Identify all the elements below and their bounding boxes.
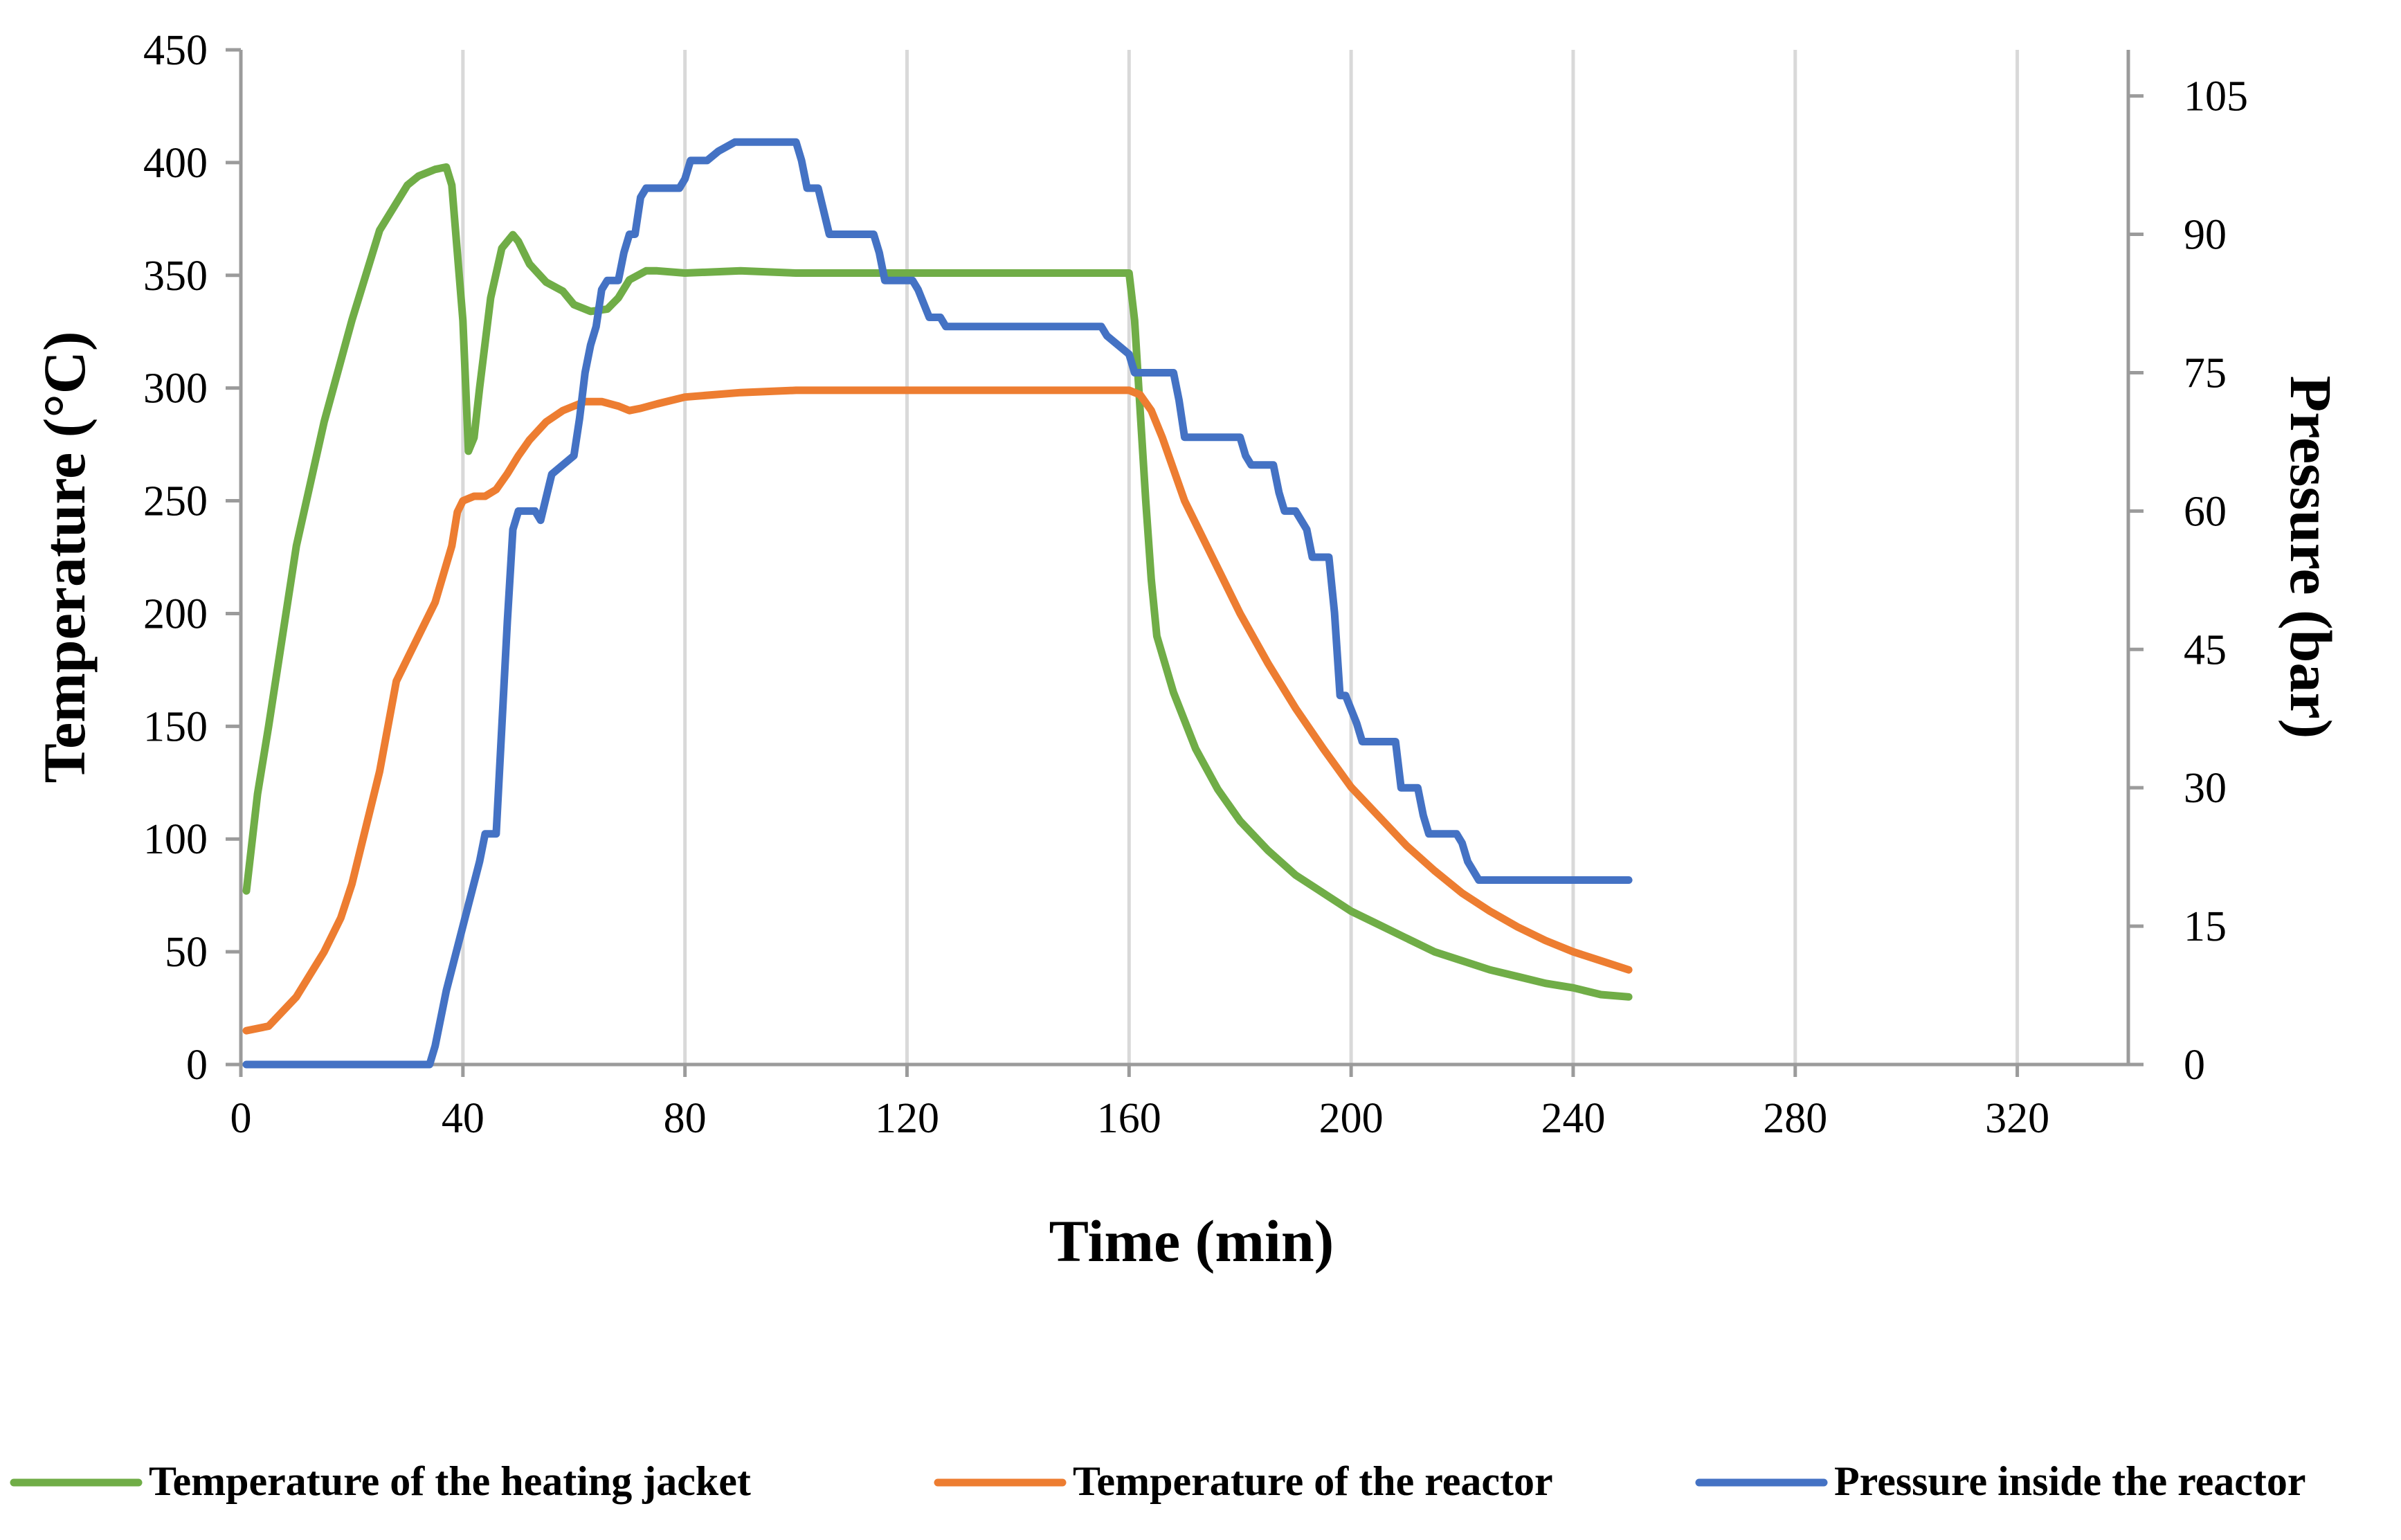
y2-tick-label: 15 — [2184, 903, 2227, 950]
y2-tick-label: 75 — [2184, 350, 2227, 397]
x-tick-label: 0 — [230, 1095, 252, 1142]
y2-tick-label: 30 — [2184, 765, 2227, 812]
y-tick-label: 0 — [186, 1042, 208, 1089]
y-tick-label: 300 — [143, 365, 208, 413]
y2-tick-label: 105 — [2184, 73, 2248, 120]
x-tick-label: 120 — [875, 1095, 939, 1142]
y-tick-label: 400 — [143, 140, 208, 187]
tick-labels: 0 40 80 120 160 200 240 280 32005010015020025030… — [143, 27, 2248, 1142]
x-tick-label: 80 — [664, 1095, 707, 1142]
y-tick-label: 250 — [143, 478, 208, 525]
legend-label-2: Temperature of the reactor — [1073, 1458, 1553, 1504]
y-tick-label: 350 — [143, 253, 208, 300]
y2-tick-label: 0 — [2184, 1042, 2205, 1089]
y2-tick-label: 45 — [2184, 626, 2227, 673]
series-line-1 — [242, 163, 1633, 1001]
y-tick-label: 450 — [143, 27, 208, 74]
y2-axis-title: Pressure (bar) — [2278, 376, 2344, 739]
x-tick-label: 160 — [1097, 1095, 1161, 1142]
legend-label-1: Temperature of the heating jacket — [149, 1458, 751, 1504]
tick-marks — [226, 48, 2144, 1077]
x-axis-title: Time (min) — [1049, 1208, 1334, 1274]
y-tick-label: 200 — [143, 590, 208, 637]
axes — [239, 50, 2130, 1067]
series-line-3 — [242, 138, 1633, 1069]
series-line-2 — [242, 386, 1633, 1035]
y-tick-label: 100 — [143, 816, 208, 863]
x-tick-label: 280 — [1763, 1095, 1827, 1142]
legend-label-3: Pressure inside the reactor — [1834, 1458, 2306, 1504]
y2-tick-label: 90 — [2184, 212, 2227, 259]
series-lines — [242, 138, 1633, 1069]
x-tick-label: 240 — [1541, 1095, 1605, 1142]
x-tick-label: 40 — [442, 1095, 484, 1142]
y-tick-label: 50 — [165, 929, 208, 976]
legend: Temperature of the heating jacket Tempera… — [10, 1458, 2306, 1504]
x-tick-label: 320 — [1985, 1095, 2049, 1142]
y2-tick-label: 60 — [2184, 488, 2227, 535]
vertical-gridlines — [461, 50, 2020, 1065]
x-tick-label: 200 — [1319, 1095, 1384, 1142]
y-tick-label: 150 — [143, 703, 208, 750]
y-axis-title: Temperature (°C) — [31, 332, 98, 783]
